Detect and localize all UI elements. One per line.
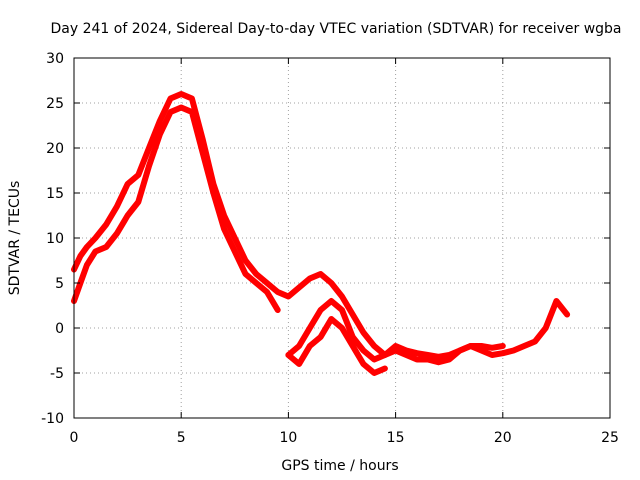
- x-tick-labels: 0 5 10 15 20 25: [70, 430, 619, 446]
- y-axis-label: SDTVAR / TECUs: [7, 181, 23, 296]
- y-tick-label: 20: [46, 141, 64, 157]
- series-line-track-4: [285, 316, 388, 376]
- plot-frame: [73, 57, 611, 419]
- x-tick-label: 15: [387, 430, 405, 446]
- y-tick-label: -5: [50, 366, 64, 382]
- y-tick-label: 5: [55, 276, 64, 292]
- y-tick-label: -10: [41, 411, 64, 427]
- y-tick-label: 25: [46, 96, 64, 112]
- x-tick-label: 10: [279, 430, 297, 446]
- grid-lines: [74, 58, 610, 418]
- chart-title: Day 241 of 2024, Sidereal Day-to-day VTE…: [50, 21, 621, 37]
- x-tick-label: 0: [70, 430, 79, 446]
- series-line-track-1: [71, 91, 506, 360]
- series-line-track-3: [285, 298, 571, 366]
- y-tick-label: 15: [46, 186, 64, 202]
- x-tick-label: 20: [494, 430, 512, 446]
- x-tick-label: 25: [601, 430, 619, 446]
- series-line-track-2: [71, 104, 281, 313]
- y-tick-label: 10: [46, 231, 64, 247]
- x-axis-label: GPS time / hours: [281, 458, 398, 474]
- series-layer: [71, 91, 571, 376]
- y-tick-label: 30: [46, 51, 64, 67]
- y-tick-label: 0: [55, 321, 64, 337]
- x-tick-label: 5: [177, 430, 186, 446]
- y-tick-labels: -10 -5 0 5 10 15 20 25 30: [41, 51, 64, 427]
